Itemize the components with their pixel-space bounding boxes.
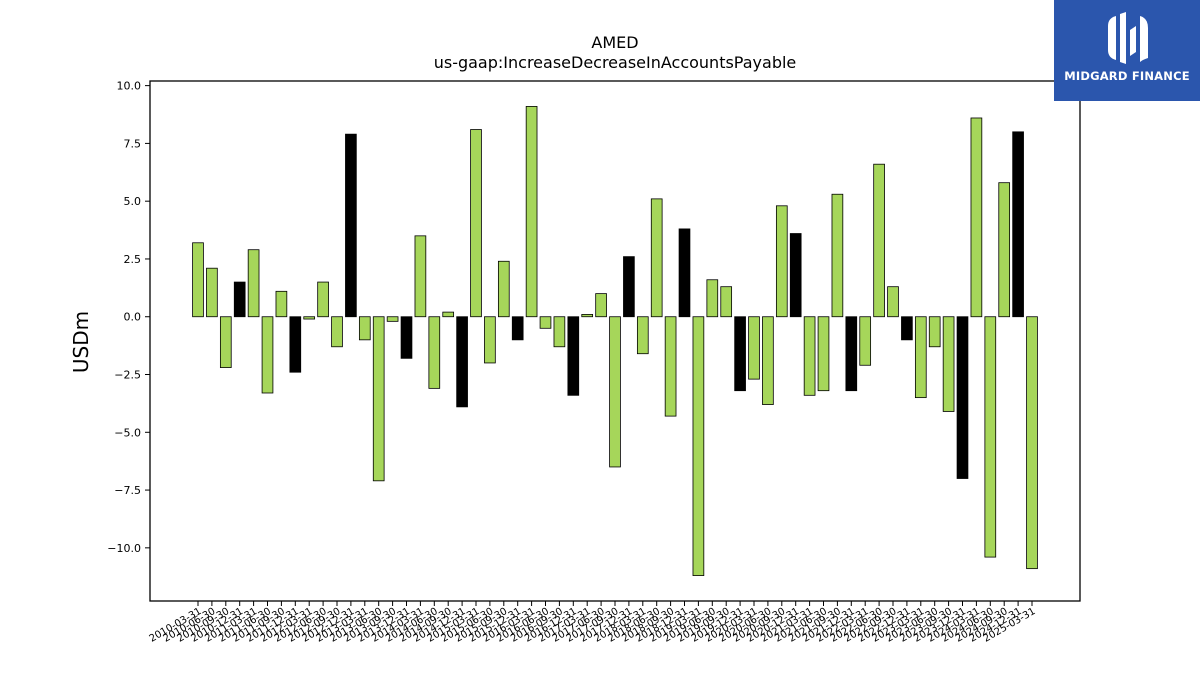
midgard-finance-logo: MIDGARD FINANCE <box>1054 0 1200 101</box>
y-tick-label: 5.0 <box>124 195 142 208</box>
bar-2019-09-30 <box>720 286 733 318</box>
plot-area-frame <box>149 80 1081 602</box>
bar-2022-03-31 <box>859 316 872 366</box>
bar-2013-03-31 <box>358 316 371 341</box>
bar-2016-12-31 <box>567 316 580 396</box>
y-tick-label: 10.0 <box>117 80 142 93</box>
y-axis-ticks: 10.0 7.5 5.0 2.5 0.0 −2.5 −5.0 −7.5 −10.0 <box>107 80 150 555</box>
y-tick-label: −10.0 <box>107 542 141 555</box>
bar-2021-12-31 <box>845 316 858 392</box>
bar-2010-03-31 <box>192 242 204 318</box>
bar-2011-09-30 <box>275 290 288 318</box>
bar-2012-06-30 <box>317 281 329 318</box>
bar-2023-09-30 <box>942 316 955 412</box>
bar-2013-06-30 <box>372 316 385 482</box>
y-tick-label: −5.0 <box>114 426 141 439</box>
bar-2012-09-30 <box>331 316 343 348</box>
chart-title: AMED <box>591 33 638 52</box>
bar-2010-12-31 <box>233 281 246 318</box>
bar-2020-09-30 <box>775 205 788 318</box>
x-axis-ticks: 2010-03-312010-06-302010-09-302010-12-31… <box>148 601 1038 645</box>
bar-2011-06-30 <box>261 316 274 394</box>
bar-2018-03-31 <box>636 316 649 355</box>
bar-2023-03-31 <box>914 316 927 399</box>
bar-2013-12-31 <box>400 316 413 359</box>
midgard-logo-mark-icon <box>1108 12 1148 64</box>
bar-2021-06-30 <box>817 316 830 392</box>
bar-2015-09-30 <box>497 260 510 318</box>
bar-2014-06-30 <box>428 316 441 389</box>
bar-2017-06-30 <box>595 293 607 318</box>
y-tick-label: −7.5 <box>114 484 141 497</box>
bars-layer <box>192 106 1038 576</box>
y-tick-label: −2.5 <box>114 369 141 382</box>
y-axis-label: USDm <box>69 311 93 373</box>
bar-2024-06-30 <box>984 316 997 558</box>
bar-2017-12-31 <box>623 256 635 318</box>
bar-2019-03-31 <box>692 316 705 576</box>
bar-2021-03-31 <box>803 316 816 396</box>
bar-2010-06-30 <box>206 267 218 318</box>
bar-2020-12-31 <box>789 233 802 318</box>
bar-2025-03-31 <box>1026 316 1038 570</box>
chart-subtitle: us-gaap:IncreaseDecreaseInAccountsPayabl… <box>434 53 797 72</box>
bar-2018-06-30 <box>650 198 663 318</box>
bar-2012-03-31 <box>303 316 316 320</box>
bar-2024-09-30 <box>998 182 1011 318</box>
bar-2024-03-31 <box>970 117 983 318</box>
bar-2022-09-30 <box>887 286 899 318</box>
bar-2015-03-31 <box>470 129 482 318</box>
bar-2011-03-31 <box>247 249 260 318</box>
bar-2022-12-31 <box>901 316 913 341</box>
bar-2021-09-30 <box>831 193 844 318</box>
y-tick-label: 0.0 <box>124 311 142 324</box>
bar-2017-09-30 <box>609 316 621 468</box>
bar-2015-12-31 <box>511 316 524 341</box>
bar-2012-12-31 <box>345 133 357 318</box>
bar-2014-12-31 <box>456 316 468 408</box>
bar-2016-09-30 <box>553 316 566 348</box>
bar-2019-06-30 <box>706 279 719 318</box>
bar-2018-09-30 <box>664 316 677 417</box>
bar-2015-06-30 <box>484 316 496 364</box>
bar-2013-09-30 <box>386 316 399 322</box>
bar-2014-09-30 <box>442 311 455 318</box>
bar-2011-12-31 <box>289 316 302 373</box>
bar-2020-03-31 <box>748 316 760 380</box>
bar-2018-12-31 <box>678 228 691 318</box>
y-tick-label: 2.5 <box>124 253 142 266</box>
bar-2014-03-31 <box>414 235 427 318</box>
bar-2020-06-30 <box>762 316 774 405</box>
y-tick-label: 7.5 <box>124 137 142 150</box>
bar-2022-06-30 <box>873 163 885 318</box>
logo-text: MIDGARD FINANCE <box>1064 69 1190 83</box>
bar-2019-12-31 <box>734 316 746 392</box>
bar-2016-03-31 <box>525 106 538 318</box>
bar-2017-03-31 <box>581 314 594 318</box>
bar-2010-09-30 <box>219 316 232 368</box>
bar-2023-12-31 <box>956 316 969 479</box>
bar-2024-12-31 <box>1012 131 1024 318</box>
bar-2023-06-30 <box>928 316 941 348</box>
bar-2016-06-30 <box>539 316 552 329</box>
